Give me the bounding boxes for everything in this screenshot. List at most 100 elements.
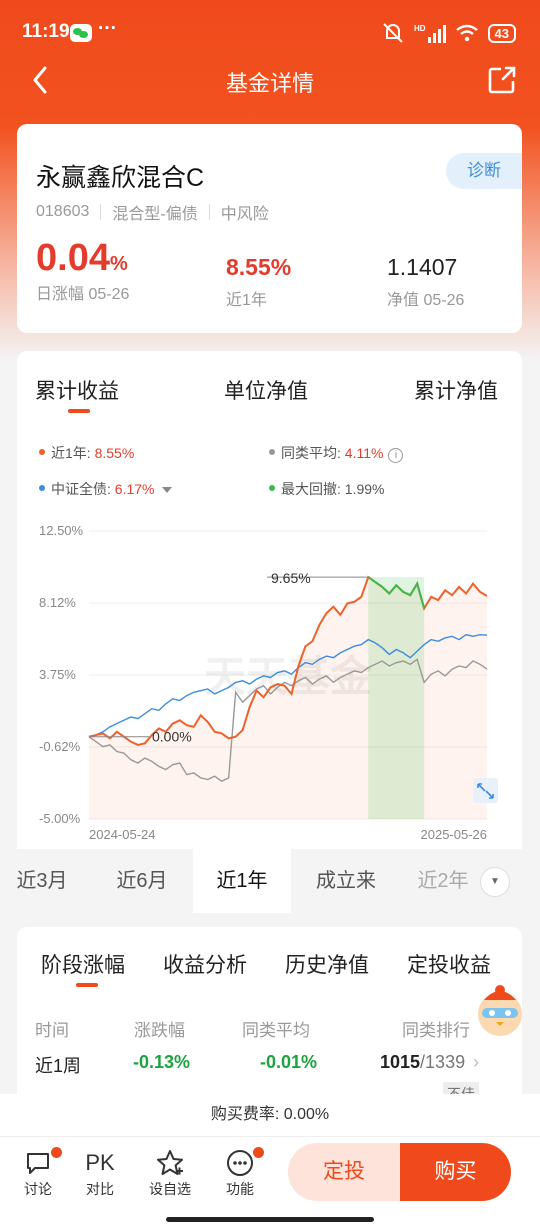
- pk-icon: PK: [85, 1150, 115, 1175]
- tab-unit-nav[interactable]: 单位净值: [224, 380, 308, 403]
- star-plus-icon: [157, 1150, 183, 1175]
- perf-peer: -0.01%: [260, 1052, 318, 1072]
- legend-fund-label: 近1年:: [51, 445, 95, 461]
- legend-peer-value: 4.11%: [344, 445, 384, 461]
- expand-icon[interactable]: [473, 778, 498, 803]
- functions-label: 功能: [226, 1181, 254, 1197]
- range-6m[interactable]: 近6月: [116, 870, 168, 892]
- sip-button[interactable]: 定投: [288, 1143, 400, 1201]
- compare-button[interactable]: PK 对比: [70, 1147, 130, 1199]
- y-tick-label: -5.00%: [39, 811, 81, 826]
- drawdown-band: [368, 577, 425, 819]
- legend-drawdown-value: 1.99%: [344, 481, 385, 497]
- fund-code: 018603: [36, 203, 90, 220]
- chart-tabs: 累计收益 单位净值 累计净值: [17, 375, 522, 405]
- fund-risk: 中风险: [220, 206, 269, 223]
- daily-change-label: 日涨幅 05-26: [36, 286, 130, 303]
- page-title: 基金详情: [225, 71, 314, 96]
- functions-button[interactable]: 功能: [210, 1147, 270, 1199]
- legend-drawdown-label: 最大回撤:: [281, 481, 345, 497]
- chart-watermark: 天天基金: [204, 652, 373, 701]
- chat-bubble-icon: [27, 1153, 49, 1174]
- notification-dot: [51, 1147, 62, 1158]
- legend-fund: 近1年: 8.55%: [39, 443, 134, 463]
- drawdown-line: [367, 576, 426, 609]
- perf-header-peer: 同类平均: [242, 1021, 310, 1040]
- tab-return-analysis[interactable]: 收益分析: [163, 954, 247, 977]
- perf-rank-value: 1015: [380, 1052, 421, 1072]
- y-tick-label: 3.75%: [39, 667, 76, 682]
- perf-header-rank: 同类排行: [402, 1021, 470, 1040]
- mute-bell-icon: [383, 23, 403, 43]
- wechat-icon: [70, 24, 92, 42]
- chart-card: 累计收益 单位净值 累计净值 近1年: 8.55% 同类平均: 4.11% i 中…: [17, 351, 522, 913]
- range-2y[interactable]: 近2年: [417, 870, 469, 892]
- performance-card: 阶段涨幅 收益分析 历史净值 定投收益 时间 涨跌幅 同类平均 同类排行 近1周…: [17, 927, 522, 1107]
- dropdown-caret-icon[interactable]: [162, 487, 173, 494]
- diagnose-button[interactable]: 诊断: [446, 153, 522, 189]
- x-end-label: 2025-05-26: [421, 827, 488, 842]
- legend-index[interactable]: 中证全债: 6.17%: [39, 479, 173, 499]
- share-button[interactable]: [488, 66, 516, 94]
- series-line-1: [88, 633, 488, 738]
- x-start-label: 2024-05-24: [89, 827, 156, 842]
- wifi-icon: [455, 24, 478, 42]
- daily-change-stat: 0.04% 日涨幅 05-26: [36, 237, 129, 304]
- y-tick-label: 8.12%: [39, 595, 76, 610]
- perf-change: -0.13%: [133, 1052, 191, 1072]
- chevron-down-icon: ▼: [490, 876, 500, 887]
- start-annotation: 0.00%: [152, 729, 192, 745]
- status-time: 11:19: [22, 21, 70, 42]
- perf-period: 近1周: [35, 1056, 82, 1076]
- range-more-button[interactable]: ▼: [480, 867, 510, 897]
- bottom-bar: 讨论 PK 对比 设自选 功能 定投 购买: [0, 1136, 540, 1230]
- perf-rank[interactable]: 1015/1339 ›: [380, 1052, 479, 1073]
- home-indicator: [166, 1217, 374, 1222]
- notification-dot: [253, 1147, 264, 1158]
- signal-icon: HD: [414, 23, 446, 43]
- return-chart[interactable]: 12.50% 8.12% 3.75% -0.62% -5.00% 天天基金 9.65% 0.0…: [17, 516, 522, 846]
- tab-cumulative-return[interactable]: 累计收益: [35, 380, 119, 403]
- fund-name: 永赢鑫欣混合C: [36, 164, 205, 192]
- add-watchlist-button[interactable]: 设自选: [140, 1147, 200, 1199]
- perf-tab-indicator: [76, 983, 98, 987]
- y-tick-label: -0.62%: [39, 739, 81, 754]
- daily-change-value: 0.04: [36, 237, 110, 279]
- more-circle-icon: [227, 1150, 253, 1176]
- nav-label: 净值 05-26: [387, 292, 465, 309]
- fund-meta: 018603 混合型-偏债 中风险: [36, 200, 269, 224]
- add-watchlist-label: 设自选: [149, 1181, 191, 1197]
- range-tabs: 近3月 近6月 近1年 成立来 近2年 ▼: [0, 849, 540, 913]
- legend-index-value: 6.17%: [114, 481, 155, 497]
- discuss-label: 讨论: [24, 1181, 52, 1197]
- back-button[interactable]: [28, 64, 54, 96]
- range-1y[interactable]: 近1年: [193, 849, 291, 913]
- range-3m[interactable]: 近3月: [16, 870, 68, 892]
- battery-indicator: 43: [487, 23, 516, 43]
- max-annotation: 9.65%: [271, 570, 311, 586]
- fund-category: 混合型-偏债: [112, 206, 198, 223]
- hd-label: HD: [413, 24, 426, 33]
- tab-period-change[interactable]: 阶段涨幅: [41, 954, 125, 977]
- tab-history-nav[interactable]: 历史净值: [285, 954, 369, 977]
- mascot-icon[interactable]: [470, 980, 530, 1040]
- daily-change-unit: %: [109, 253, 128, 275]
- status-right: HD 43: [381, 22, 516, 44]
- discuss-button[interactable]: 讨论: [8, 1147, 68, 1199]
- fund-area-fill: [89, 577, 487, 819]
- fund-summary-card: 永赢鑫欣混合C 诊断 018603 混合型-偏债 中风险 0.04% 日涨幅 0…: [17, 124, 522, 333]
- legend-fund-value: 8.55%: [94, 445, 135, 461]
- legend-index-label: 中证全债:: [51, 481, 115, 497]
- legend-peer-label: 同类平均:: [281, 445, 345, 461]
- info-icon[interactable]: i: [388, 448, 404, 463]
- legend-drawdown: 最大回撤: 1.99%: [269, 479, 384, 499]
- tab-cumulative-nav[interactable]: 累计净值: [414, 380, 498, 403]
- buy-button[interactable]: 购买: [400, 1143, 511, 1201]
- legend-peer: 同类平均: 4.11% i: [269, 443, 404, 463]
- perf-rank-total: /1339: [420, 1052, 466, 1072]
- nav-bar: 基金详情: [0, 62, 540, 102]
- tab-sip-return[interactable]: 定投收益: [407, 954, 491, 977]
- compare-label: 对比: [86, 1181, 114, 1197]
- active-tab-indicator: [68, 409, 90, 413]
- range-inception[interactable]: 成立来: [316, 870, 376, 892]
